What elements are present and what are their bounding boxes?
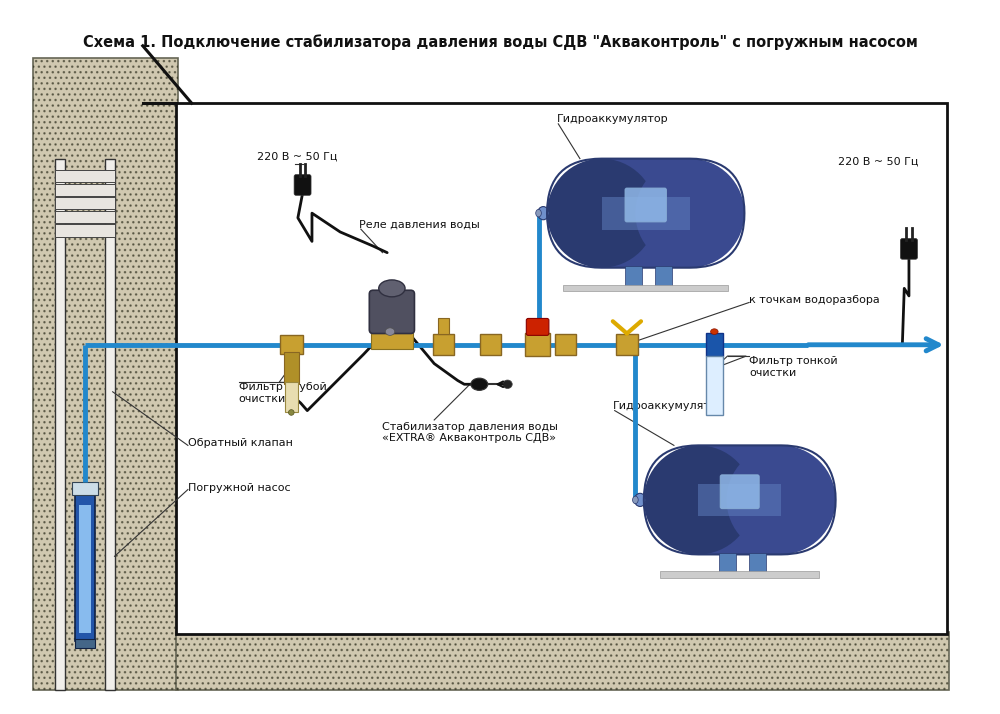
Bar [698,483,781,516]
FancyBboxPatch shape [720,475,759,508]
Ellipse shape [633,496,638,503]
Bar [55,224,115,236]
Bar [555,334,576,355]
Bar [706,356,723,416]
Bar [625,266,642,286]
FancyBboxPatch shape [625,188,666,222]
Text: 220 В ~ 50 Гц: 220 В ~ 50 Гц [257,152,338,162]
Bar [79,505,91,633]
Bar [176,631,949,690]
Text: Погружной насос: Погружной насос [188,483,291,493]
Bar [75,639,95,648]
Bar [285,383,298,413]
Ellipse shape [379,280,405,297]
Bar [72,482,98,496]
FancyBboxPatch shape [526,318,549,336]
Ellipse shape [644,446,753,555]
Text: Гидроаккумулятор: Гидроаккумулятор [613,401,724,411]
Ellipse shape [727,446,836,555]
Ellipse shape [471,378,488,391]
Bar [55,170,115,182]
Bar [719,553,736,573]
Text: к точкам водоразбора: к точкам водоразбора [749,295,880,305]
Text: 220 В ~ 50 Гц: 220 В ~ 50 Гц [838,156,919,166]
Bar [616,334,638,355]
Bar [55,197,115,209]
Bar [655,266,672,286]
Text: Гидроаккумулятор: Гидроаккумулятор [556,114,668,124]
Text: Обратный клапан: Обратный клапан [188,438,293,448]
Bar [284,352,299,384]
Ellipse shape [536,209,541,217]
Bar [75,496,95,641]
Bar [563,285,728,291]
Ellipse shape [634,493,646,506]
Bar [105,159,115,690]
FancyBboxPatch shape [900,238,917,259]
Ellipse shape [635,159,744,268]
Ellipse shape [288,410,294,416]
FancyBboxPatch shape [294,175,311,196]
Bar [660,571,819,578]
Bar [371,330,413,348]
Bar [433,334,454,355]
Text: Реле давления воды: Реле давления воды [359,219,480,229]
Text: Фильтр грубой
очистки: Фильтр грубой очистки [239,383,326,404]
Bar [176,631,949,690]
Bar [706,333,723,356]
Bar [55,183,115,196]
Bar [749,553,766,573]
Ellipse shape [711,328,718,334]
Bar [55,159,65,690]
Text: Фильтр тонкой
очистки: Фильтр тонкой очистки [749,356,838,378]
Bar [525,333,550,356]
Bar [33,58,178,690]
Bar [602,159,690,268]
FancyBboxPatch shape [369,291,414,333]
Text: Стабилизатор давления воды
«EXTRA® Акваконтроль СДВ»: Стабилизатор давления воды «EXTRA® Аквак… [382,422,558,443]
Bar [33,58,178,690]
Ellipse shape [547,159,656,268]
Bar [698,446,781,555]
Bar [280,336,303,354]
Bar [480,334,501,355]
Bar [55,211,115,223]
Bar [602,197,690,229]
Bar [438,318,449,334]
Ellipse shape [385,328,395,336]
Bar [176,103,947,634]
Ellipse shape [503,380,512,388]
Text: Схема 1. Подключение стабилизатора давления воды СДВ "Акваконтроль" с погружным : Схема 1. Подключение стабилизатора давле… [83,34,917,50]
Ellipse shape [538,206,549,220]
